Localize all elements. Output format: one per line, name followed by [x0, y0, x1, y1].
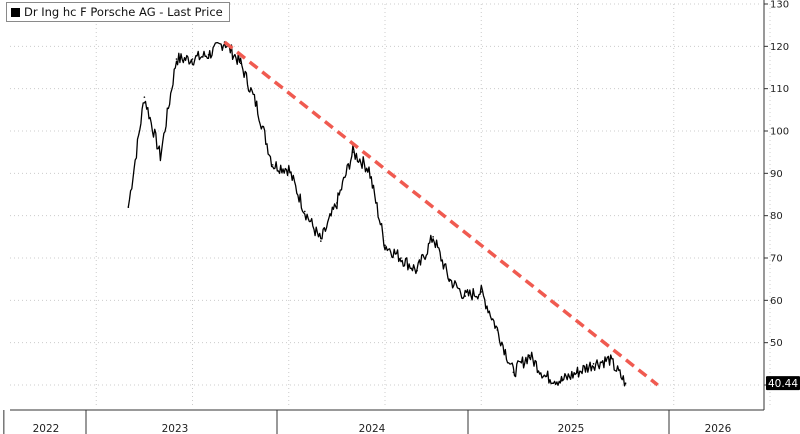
- price-point: [207, 54, 210, 56]
- y-tick-label: 130: [770, 0, 789, 11]
- price-point: [368, 168, 370, 170]
- axis-layer: 1301201101009080706050402022202320242025…: [3, 0, 789, 434]
- last-price-badge: [766, 376, 800, 391]
- price-point: [127, 206, 130, 208]
- price-point: [175, 58, 178, 60]
- price-point: [544, 375, 547, 378]
- x-tick-label: 2025: [558, 423, 585, 434]
- y-tick-label: 50: [770, 338, 783, 349]
- price-point: [512, 371, 515, 374]
- y-tick-label: 60: [770, 296, 783, 307]
- price-point: [624, 382, 627, 384]
- price-point: [287, 168, 290, 170]
- price-point: [239, 62, 242, 65]
- price-point: [143, 96, 146, 98]
- label-layer: 40.44: [766, 376, 800, 391]
- price-point: [416, 269, 418, 272]
- price-point: [608, 358, 611, 361]
- price-point: [384, 244, 386, 247]
- price-line: [127, 42, 627, 387]
- legend-label: Dr Ing hc F Porsche AG - Last Price: [24, 5, 223, 19]
- price-point: [320, 240, 322, 242]
- price-point: [271, 164, 274, 166]
- price-point: [560, 379, 563, 382]
- x-tick-label: 2024: [359, 423, 386, 434]
- price-point: [255, 104, 258, 107]
- price-point: [448, 278, 450, 280]
- x-tick-label: 2026: [705, 423, 732, 434]
- price-point: [432, 236, 434, 238]
- y-tick-label: 80: [770, 211, 783, 222]
- x-tick-label: 2022: [33, 423, 60, 434]
- price-point: [480, 291, 483, 293]
- price-point: [496, 329, 499, 331]
- y-tick-label: 120: [770, 42, 789, 53]
- series-layer: [127, 40, 659, 387]
- price-point: [576, 371, 579, 374]
- y-tick-label: 100: [770, 127, 789, 138]
- price-point: [464, 295, 467, 297]
- price-point: [400, 257, 402, 259]
- chart-legend[interactable]: Dr Ing hc F Porsche AG - Last Price: [6, 2, 230, 22]
- y-tick-label: 110: [770, 84, 789, 95]
- last-price-label: 40.44: [768, 378, 798, 390]
- grid-layer: [10, 3, 771, 407]
- y-tick-label: 90: [770, 169, 783, 180]
- price-point: [336, 202, 338, 204]
- price-point: [191, 58, 194, 60]
- price-point: [352, 151, 354, 153]
- price-point: [528, 354, 531, 357]
- price-point: [592, 363, 595, 365]
- price-point: [303, 210, 306, 213]
- trend-line: [223, 40, 659, 387]
- x-tick-label: 2023: [162, 423, 189, 434]
- legend-swatch: [11, 7, 20, 17]
- y-tick-label: 70: [770, 254, 783, 265]
- price-point: [159, 155, 162, 158]
